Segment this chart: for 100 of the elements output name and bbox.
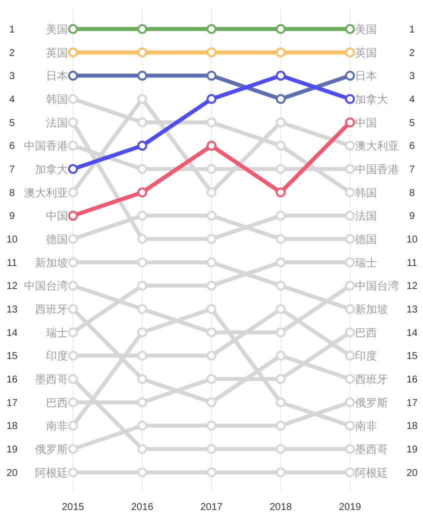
text: 新加坡 xyxy=(355,304,388,316)
series-label: 德国 xyxy=(46,234,68,246)
point xyxy=(68,444,78,454)
series-label: 英国 xyxy=(46,46,68,60)
point xyxy=(68,280,78,291)
y-tick-label: 9 xyxy=(9,211,16,222)
point xyxy=(68,210,78,221)
point xyxy=(206,24,216,34)
y-tick-label: 7 xyxy=(9,164,16,176)
series-label: 印度 xyxy=(46,350,68,363)
series-label: 俄罗斯 xyxy=(35,443,68,456)
y2-tick-label: 9 xyxy=(409,211,416,222)
point xyxy=(68,397,78,408)
point xyxy=(68,117,78,128)
point xyxy=(345,234,355,244)
series-label: 法国 xyxy=(46,116,68,130)
series-label: 新加坡 xyxy=(35,256,68,270)
point xyxy=(345,94,355,104)
point xyxy=(345,117,355,128)
point xyxy=(137,187,148,198)
point xyxy=(276,280,286,291)
point xyxy=(68,94,78,104)
point xyxy=(345,47,355,58)
point xyxy=(345,397,355,408)
point xyxy=(137,210,148,221)
point xyxy=(206,234,216,244)
x-tick-label: 2017 xyxy=(200,502,224,513)
point xyxy=(276,117,286,128)
point xyxy=(206,397,216,408)
point xyxy=(276,47,286,58)
text: 印度 xyxy=(355,350,377,363)
text: 中国台湾 xyxy=(355,280,399,293)
y-tick-label: 8 xyxy=(9,188,16,199)
series-label: 西班牙 xyxy=(35,303,68,316)
point xyxy=(137,350,148,361)
text: 英国 xyxy=(355,47,377,60)
point xyxy=(345,280,355,291)
x-tick-label: 2015 xyxy=(62,502,85,513)
point xyxy=(68,70,78,81)
point xyxy=(276,210,286,221)
point xyxy=(68,350,78,361)
point xyxy=(206,350,216,361)
point xyxy=(345,187,355,198)
point xyxy=(206,257,216,268)
point xyxy=(206,420,216,431)
point xyxy=(137,234,148,244)
series-label: 墨西哥 xyxy=(35,374,68,386)
text: 澳大利亚 xyxy=(355,140,399,153)
text: 阿根廷 xyxy=(355,467,388,480)
point xyxy=(206,187,216,198)
series-label: 中国香港 xyxy=(24,140,68,153)
y2-tick-label: 8 xyxy=(409,188,416,199)
point xyxy=(68,374,78,384)
y-tick-label: 10 xyxy=(6,234,18,246)
y-tick-label: 18 xyxy=(6,421,18,432)
series-label: 美国 xyxy=(46,23,68,36)
y2-tick-label: 6 xyxy=(409,141,416,152)
y2-tick-label: 5 xyxy=(409,118,416,129)
y2-tick-label: 17 xyxy=(406,398,418,409)
point xyxy=(345,140,355,151)
series-label: 日本 xyxy=(46,70,68,83)
point xyxy=(206,164,216,174)
point xyxy=(276,397,286,408)
x-tick-label: 2019 xyxy=(338,502,362,513)
point xyxy=(68,257,78,268)
y2-tick-label: 12 xyxy=(406,281,418,292)
point xyxy=(137,117,148,128)
text: 美国 xyxy=(355,24,377,36)
point xyxy=(137,257,148,268)
point xyxy=(276,327,286,338)
point xyxy=(137,70,148,81)
y-tick-label: 13 xyxy=(6,304,18,316)
y-tick-label: 16 xyxy=(6,374,18,386)
point xyxy=(137,164,148,174)
point xyxy=(206,304,216,314)
point xyxy=(206,94,216,104)
y2-tick-label: 18 xyxy=(406,421,418,432)
point xyxy=(345,467,355,478)
point xyxy=(137,94,148,104)
point xyxy=(68,187,78,198)
y-tick-label: 20 xyxy=(6,468,18,479)
point xyxy=(137,444,148,454)
point xyxy=(206,140,216,151)
point xyxy=(276,94,286,104)
x-tick-label: 2018 xyxy=(270,502,292,513)
series-label: 瑞士 xyxy=(46,326,68,340)
x-tick-label: 2016 xyxy=(131,502,154,513)
y2-tick-label: 10 xyxy=(406,234,418,246)
point xyxy=(345,327,355,338)
series-label: 韩国 xyxy=(46,93,68,106)
point xyxy=(345,257,355,268)
point xyxy=(68,140,78,151)
series-label: 南非 xyxy=(46,420,68,433)
point xyxy=(345,374,355,384)
y2-tick-label: 3 xyxy=(409,71,416,82)
point xyxy=(206,47,216,58)
point xyxy=(137,47,148,58)
series-label: 澳大利亚 xyxy=(24,186,68,200)
point xyxy=(276,444,286,454)
point xyxy=(206,280,216,291)
